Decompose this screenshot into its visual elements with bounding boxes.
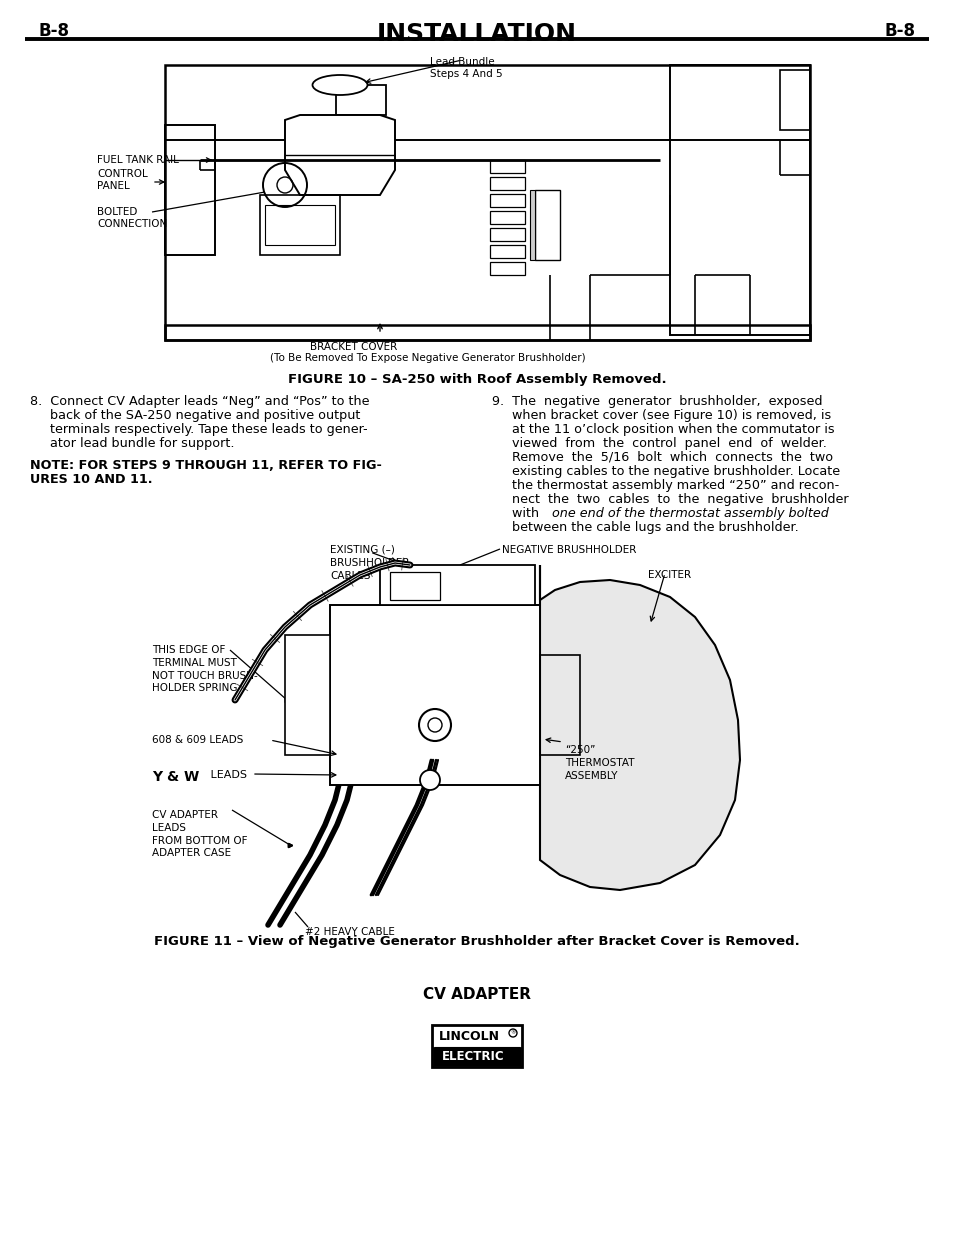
Text: when bracket cover (see Figure 10) is removed, is: when bracket cover (see Figure 10) is re… — [492, 409, 830, 422]
Text: CV ADAPTER: CV ADAPTER — [422, 987, 531, 1002]
Text: “250”
THERMOSTAT
ASSEMBLY: “250” THERMOSTAT ASSEMBLY — [564, 745, 634, 781]
Text: one end of the thermostat assembly bolted: one end of the thermostat assembly bolte… — [552, 508, 828, 520]
Text: Remove  the  5/16  bolt  which  connects  the  two: Remove the 5/16 bolt which connects the … — [492, 451, 832, 464]
Text: #2 HEAVY CABLE: #2 HEAVY CABLE — [305, 927, 395, 937]
Text: between the cable lugs and the brushholder.: between the cable lugs and the brushhold… — [492, 521, 798, 534]
Text: (To Be Removed To Expose Negative Generator Brushholder): (To Be Removed To Expose Negative Genera… — [270, 353, 585, 363]
Text: BOLTED
CONNECTION: BOLTED CONNECTION — [97, 206, 167, 230]
Circle shape — [419, 769, 439, 790]
Polygon shape — [539, 564, 740, 890]
Text: 9.  The  negative  generator  brushholder,  exposed: 9. The negative generator brushholder, e… — [492, 395, 821, 408]
Text: ®: ® — [510, 1030, 516, 1035]
Text: LEADS: LEADS — [207, 769, 247, 781]
Text: FIGURE 10 – SA-250 with Roof Assembly Removed.: FIGURE 10 – SA-250 with Roof Assembly Re… — [288, 373, 665, 387]
Text: B-8: B-8 — [884, 22, 915, 40]
Text: the thermostat assembly marked “250” and recon-: the thermostat assembly marked “250” and… — [492, 479, 839, 492]
Text: CV ADAPTER
LEADS
FROM BOTTOM OF
ADAPTER CASE: CV ADAPTER LEADS FROM BOTTOM OF ADAPTER … — [152, 810, 247, 858]
Ellipse shape — [313, 75, 367, 95]
Text: FIGURE 11 – View of Negative Generator Brushholder after Bracket Cover is Remove: FIGURE 11 – View of Negative Generator B… — [154, 935, 799, 948]
Text: viewed  from  the  control  panel  end  of  welder.: viewed from the control panel end of wel… — [492, 437, 826, 450]
Text: nect  the  two  cables  to  the  negative  brushholder: nect the two cables to the negative brus… — [492, 493, 848, 506]
Circle shape — [418, 709, 451, 741]
Text: EXISTING (–)
BRUSHHOLDER
CABLES: EXISTING (–) BRUSHHOLDER CABLES — [330, 545, 409, 580]
Text: B-8: B-8 — [38, 22, 69, 40]
Text: EXCITER: EXCITER — [647, 571, 690, 580]
Text: NOTE: FOR STEPS 9 THROUGH 11, REFER TO FIG-: NOTE: FOR STEPS 9 THROUGH 11, REFER TO F… — [30, 459, 381, 472]
Polygon shape — [285, 635, 330, 755]
Text: 608 & 609 LEADS: 608 & 609 LEADS — [152, 735, 243, 745]
Text: existing cables to the negative brushholder. Locate: existing cables to the negative brushhol… — [492, 466, 840, 478]
Text: Lead Bundle
Steps 4 And 5: Lead Bundle Steps 4 And 5 — [430, 57, 502, 79]
Polygon shape — [285, 115, 395, 195]
Polygon shape — [330, 605, 539, 785]
Text: LINCOLN: LINCOLN — [438, 1030, 499, 1044]
Text: THIS EDGE OF
TERMINAL MUST
NOT TOUCH BRUSH-
HOLDER SPRING: THIS EDGE OF TERMINAL MUST NOT TOUCH BRU… — [152, 645, 257, 693]
Text: back of the SA-250 negative and positive output: back of the SA-250 negative and positive… — [30, 409, 360, 422]
Text: FUEL TANK RAIL: FUEL TANK RAIL — [97, 156, 179, 165]
Text: terminals respectively. Tape these leads to gener-: terminals respectively. Tape these leads… — [30, 424, 367, 436]
Text: ELECTRIC: ELECTRIC — [441, 1051, 504, 1063]
FancyBboxPatch shape — [433, 1047, 520, 1066]
Text: INSTALLATION: INSTALLATION — [376, 22, 577, 46]
Polygon shape — [530, 190, 535, 261]
Text: with: with — [492, 508, 547, 520]
Polygon shape — [379, 564, 535, 605]
Text: ator lead bundle for support.: ator lead bundle for support. — [30, 437, 234, 450]
Text: BRACKET COVER: BRACKET COVER — [310, 342, 396, 352]
Text: CONTROL
PANEL: CONTROL PANEL — [97, 169, 148, 191]
Text: at the 11 o’clock position when the commutator is: at the 11 o’clock position when the comm… — [492, 424, 834, 436]
Text: NEGATIVE BRUSHHOLDER: NEGATIVE BRUSHHOLDER — [501, 545, 636, 555]
Text: Y & W: Y & W — [152, 769, 199, 784]
Text: 8.  Connect CV Adapter leads “Neg” and “Pos” to the: 8. Connect CV Adapter leads “Neg” and “P… — [30, 395, 369, 408]
Polygon shape — [165, 325, 809, 340]
Text: URES 10 AND 11.: URES 10 AND 11. — [30, 473, 152, 487]
